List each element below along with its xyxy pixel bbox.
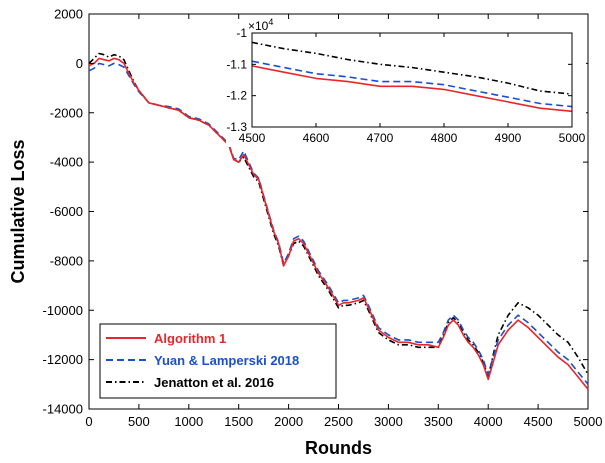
main-plot: 0 500 1000 1500 2000 2500 3000 3500 4000 4500 5000… [8, 7, 602, 459]
y-tick-label: -4000 [50, 155, 83, 170]
inset-x-tick-label: 5000 [559, 131, 586, 145]
inset-x-tick-label: 4600 [303, 131, 330, 145]
x-tick-label: 5000 [574, 414, 603, 429]
legend-label-0: Algorithm 1 [154, 331, 226, 346]
legend-label-2: Jenatton et al. 2016 [154, 375, 274, 390]
legend-entries: Algorithm 1 Yuan & Lamperski 2018 Jenatton… [106, 331, 299, 390]
x-tick-label: 1000 [174, 414, 203, 429]
main-series-line-0 [88, 57, 589, 390]
y-axis-label: Cumulative Loss [8, 139, 28, 283]
x-tick-label: 500 [128, 414, 150, 429]
y-tick-label: -10000 [43, 303, 83, 318]
main-axis-ticks: 0 500 1000 1500 2000 2500 3000 3500 4000 4500 5000… [43, 7, 603, 430]
inset-y-tick-label: -1.2 [226, 89, 247, 103]
x-tick-label: 2500 [324, 414, 353, 429]
inset-plot: 4500 4600 4700 4800 4900 5000 -1 -1.1 -1.2 -1.3 ×… [226, 17, 586, 147]
x-tick-label: 3500 [424, 414, 453, 429]
x-tick-label: 3000 [374, 414, 403, 429]
inset-background [226, 19, 586, 147]
x-tick-label: 1500 [224, 414, 253, 429]
inset-x-tick-label: 4900 [495, 131, 522, 145]
inset-series-line-0 [251, 65, 573, 113]
inset-axis-ticks: 4500 4600 4700 4800 4900 5000 -1 -1.1 -1.2 -1.3 [226, 26, 585, 145]
main-series-group [88, 52, 589, 390]
y-tick-label: 2000 [54, 7, 83, 22]
x-tick-label: 2000 [274, 414, 303, 429]
inset-exponent-power: 4 [268, 17, 273, 27]
y-tick-label: -12000 [43, 352, 83, 367]
inset-plot-frame [251, 32, 573, 128]
legend-label-1: Yuan & Lamperski 2018 [154, 353, 299, 368]
inset-y-tick-label: -1 [236, 26, 247, 40]
x-tick-label: 4500 [524, 414, 553, 429]
inset-y-tick-label: -1.3 [226, 120, 247, 134]
x-axis-label: Rounds [305, 438, 372, 458]
y-tick-label: -14000 [43, 402, 83, 417]
inset-exponent-base: ×10 [248, 19, 269, 33]
y-tick-label: 0 [76, 56, 83, 71]
inset-series-line-2 [251, 41, 573, 95]
inset-x-tick-label: 4800 [431, 131, 458, 145]
legend: Algorithm 1 Yuan & Lamperski 2018 Jenatton… [99, 323, 337, 399]
x-tick-label: 4000 [474, 414, 503, 429]
inset-x-tick-label: 4500 [239, 131, 266, 145]
inset-x-tick-label: 4700 [367, 131, 394, 145]
y-tick-label: -2000 [50, 105, 83, 120]
inset-y-tick-label: -1.1 [226, 57, 247, 71]
inset-exponent-label: ×104 [248, 17, 273, 33]
y-tick-label: -6000 [50, 204, 83, 219]
x-tick-label: 0 [85, 414, 92, 429]
inset-series-line-1 [251, 60, 573, 108]
y-tick-label: -8000 [50, 253, 83, 268]
inset-series-group [251, 41, 573, 113]
